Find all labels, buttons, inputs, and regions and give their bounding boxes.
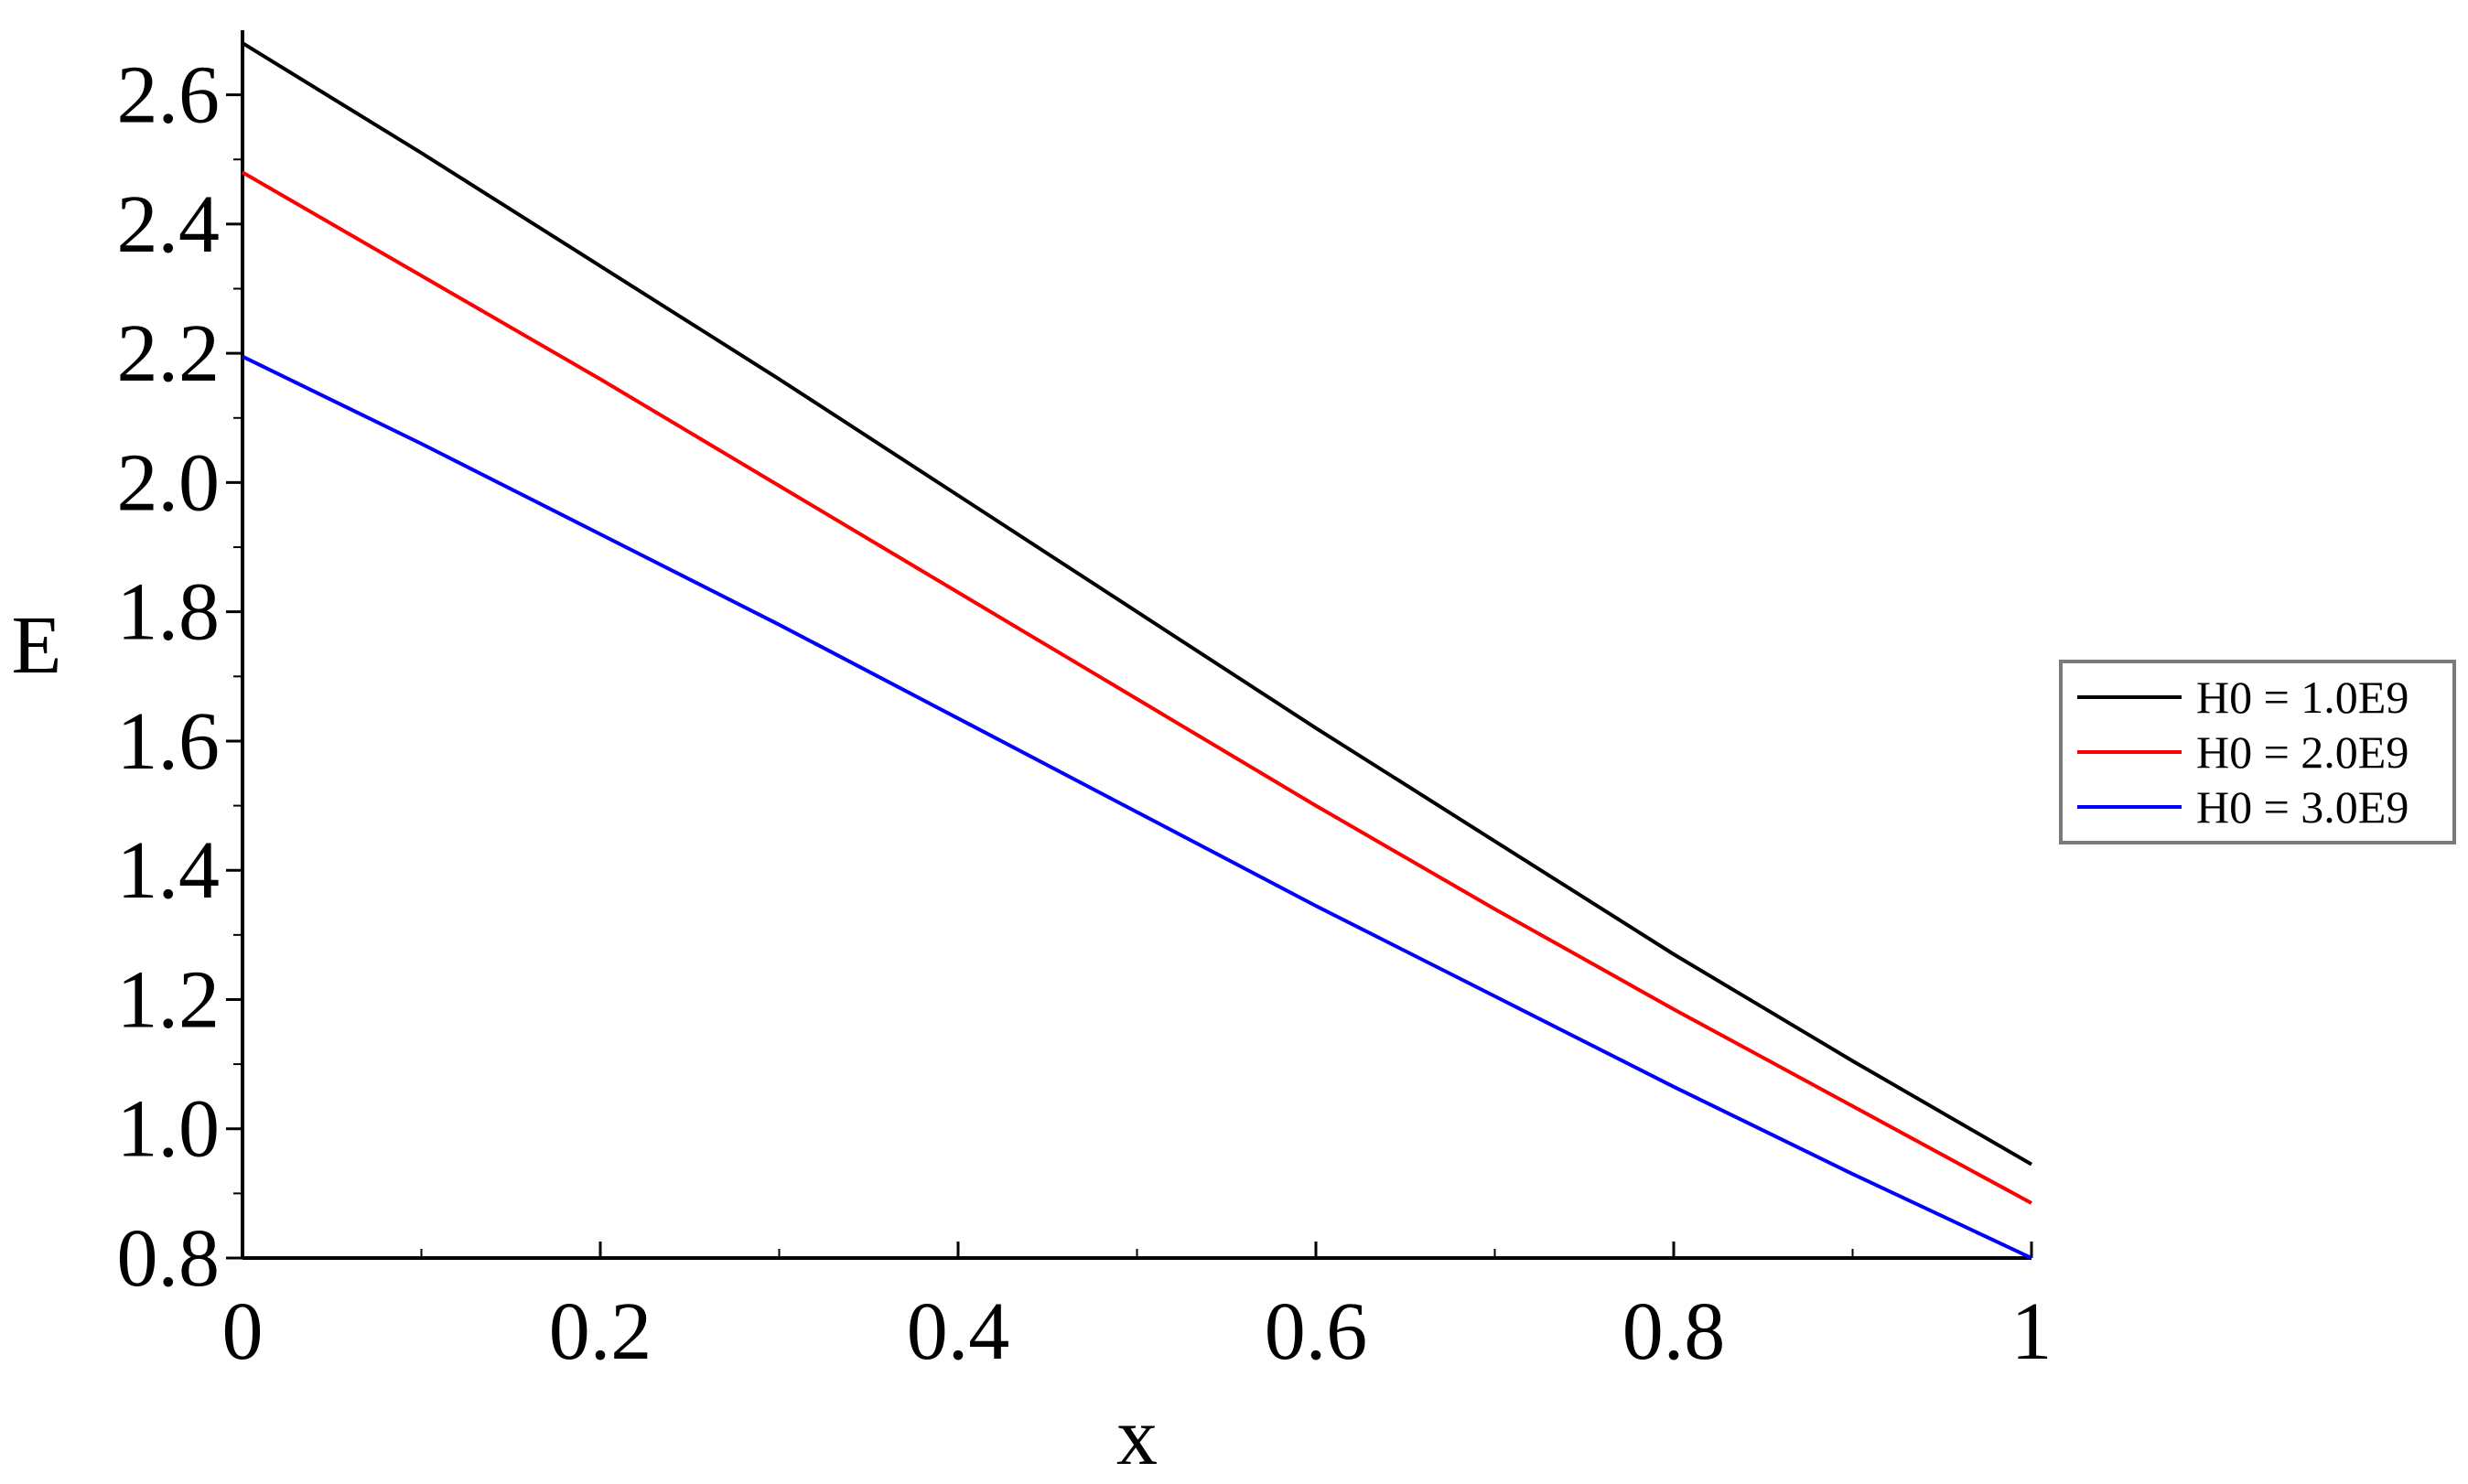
y-tick-label: 2.2 [117,308,221,399]
y-tick-label: 1.8 [117,567,221,658]
y-tick-label: 1.4 [117,825,221,916]
y-tick-label: 2.4 [117,179,221,270]
series-line-1 [241,41,2033,1167]
legend-label-2: H0 = 2.0E9 [2196,726,2409,778]
series-line-3 [242,354,2032,1260]
axes: 0 0.2 0.4 0.6 0.8 1 0.8 1.0 1.2 1.4 1.6 1.8 2.0 2.2 2.… [12,30,2053,1482]
series-line-2 [241,170,2032,1205]
x-tick-label: 0.6 [1265,1286,1368,1377]
y-tick-label: 2.6 [117,50,221,141]
y-tick-label: 2.0 [117,437,221,528]
y-tick-label: 0.8 [117,1213,221,1304]
series-group [241,41,2033,1260]
x-tick-label: 0.8 [1622,1286,1726,1377]
x-tick-label: 1 [2011,1286,2053,1377]
legend-label-1: H0 = 1.0E9 [2196,672,2409,723]
y-axis-title: E [12,600,62,691]
x-tick-label: 0.4 [907,1286,1010,1377]
x-tick-label: 0.2 [549,1286,652,1377]
legend-label-3: H0 = 3.0E9 [2196,781,2409,833]
x-tick-label: 0 [222,1286,264,1377]
y-tick-label: 1.6 [117,696,221,787]
y-tick-label: 1.2 [117,954,221,1045]
y-tick-label: 1.0 [117,1084,221,1175]
x-axis-title: x [1116,1392,1158,1482]
